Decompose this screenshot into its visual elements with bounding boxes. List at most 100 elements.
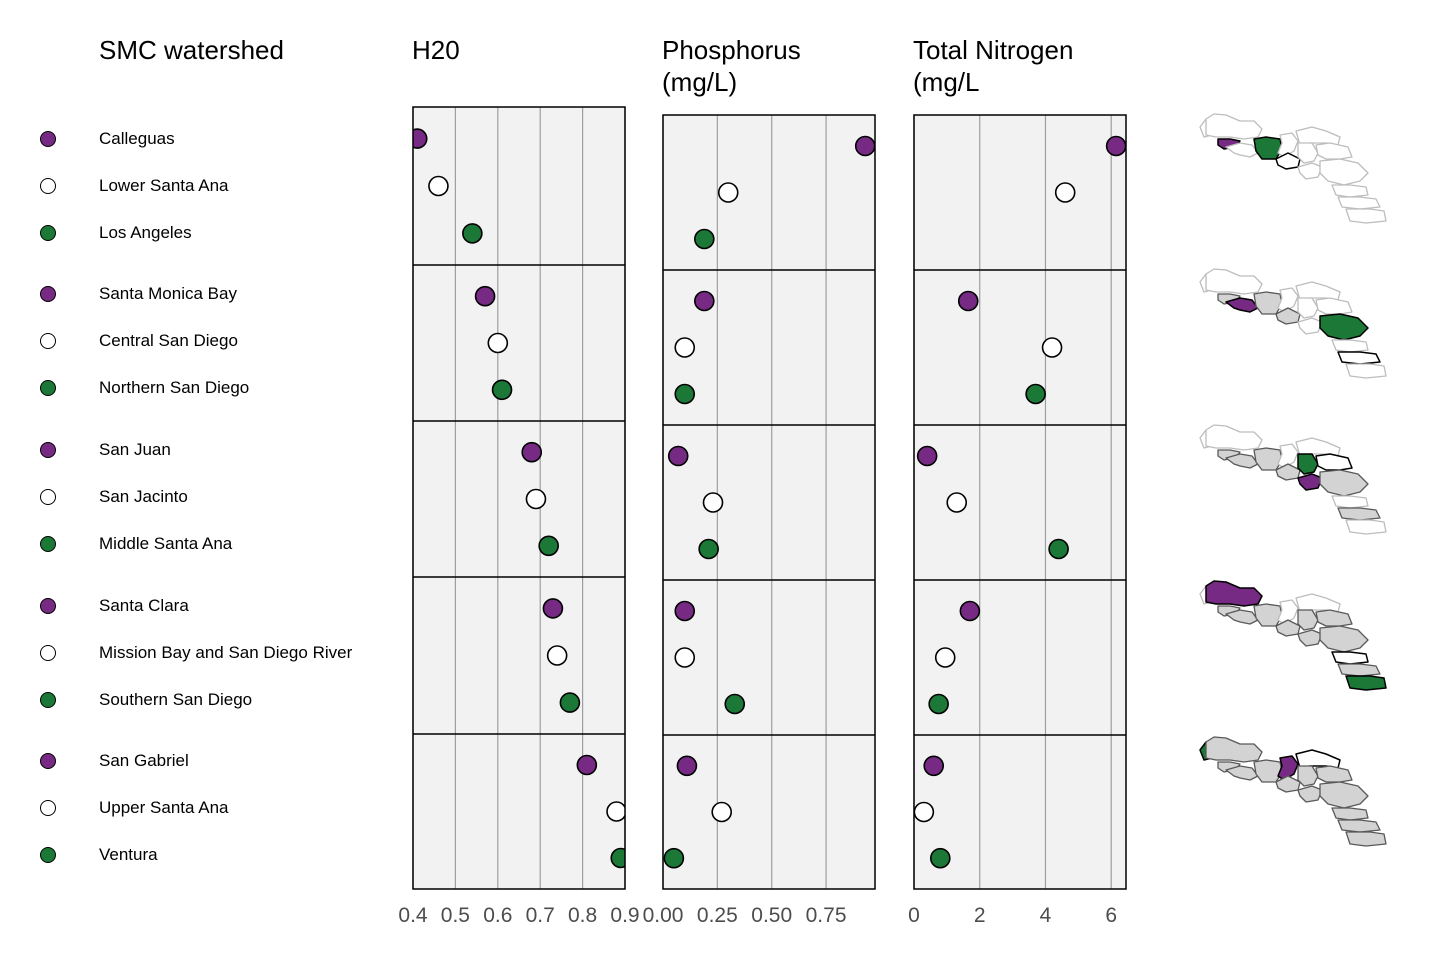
data-point bbox=[717, 182, 739, 203]
data-point bbox=[923, 755, 945, 777]
watershed-shape bbox=[1295, 126, 1341, 146]
watershed-shape bbox=[1225, 453, 1259, 469]
watershed-shape bbox=[1225, 609, 1259, 625]
x-tick-label: 0.9 bbox=[610, 904, 639, 927]
legend-label: Ventura bbox=[99, 845, 158, 864]
watershed-shape bbox=[1275, 775, 1301, 793]
data-point bbox=[674, 337, 696, 358]
x-tick-label: 0.50 bbox=[751, 904, 792, 927]
x-tick-label: 4 bbox=[1040, 904, 1052, 927]
watershed-shape bbox=[1337, 819, 1381, 833]
watershed-shape bbox=[1319, 781, 1369, 809]
data-point bbox=[546, 645, 568, 666]
legend-label: Middle Santa Ana bbox=[99, 534, 233, 553]
data-point bbox=[946, 492, 968, 513]
watershed-shape bbox=[1297, 629, 1323, 647]
watershed-shape bbox=[1297, 785, 1323, 803]
legend-marker bbox=[40, 333, 56, 349]
x-tick-label: 0.75 bbox=[806, 904, 847, 927]
watershed-shape bbox=[1225, 765, 1259, 781]
legend-marker bbox=[40, 753, 56, 769]
watershed-shape bbox=[1319, 469, 1369, 497]
data-point bbox=[928, 693, 949, 715]
data-point bbox=[1041, 337, 1063, 358]
data-point bbox=[610, 847, 625, 869]
x-tick-label: 0.00 bbox=[643, 904, 684, 927]
legend-item: San Gabriel bbox=[0, 747, 400, 777]
data-point bbox=[525, 488, 547, 510]
watershed-shape bbox=[1319, 313, 1369, 341]
data-point bbox=[674, 383, 696, 405]
legend-label: Calleguas bbox=[99, 129, 175, 148]
x-tick-label: 0.4 bbox=[398, 904, 428, 927]
watershed-mini-map bbox=[1199, 424, 1387, 535]
data-point bbox=[702, 492, 724, 513]
data-point bbox=[474, 285, 496, 307]
x-tick-label: 0.6 bbox=[483, 904, 512, 927]
legend-label: Upper Santa Ana bbox=[99, 798, 229, 817]
legend-label: Santa Monica Bay bbox=[99, 284, 237, 303]
watershed-shape bbox=[1205, 424, 1263, 451]
watershed-shape bbox=[1337, 507, 1381, 521]
watershed-shape bbox=[1205, 113, 1263, 140]
h20-panel-title: H20 bbox=[412, 35, 460, 65]
data-point bbox=[674, 600, 696, 622]
watershed-shape bbox=[1205, 268, 1263, 295]
data-point bbox=[959, 600, 981, 622]
watershed-shape bbox=[1345, 519, 1387, 535]
watershed-mini-map bbox=[1199, 580, 1387, 691]
watershed-shape bbox=[1315, 609, 1353, 627]
watershed-shape bbox=[1345, 675, 1387, 691]
watershed-shape bbox=[1295, 749, 1341, 769]
data-point bbox=[487, 332, 509, 354]
watershed-shape bbox=[1297, 473, 1323, 491]
data-point bbox=[854, 135, 875, 157]
watershed-shape bbox=[1297, 453, 1319, 475]
watershed-shape bbox=[1315, 297, 1353, 315]
data-point bbox=[559, 692, 581, 713]
watershed-shape bbox=[1331, 495, 1369, 509]
watershed-shape bbox=[1297, 609, 1319, 631]
data-point bbox=[413, 128, 428, 149]
legend-label: Central San Diego bbox=[99, 331, 238, 350]
watershed-shape bbox=[1319, 625, 1369, 653]
panel-background bbox=[914, 115, 1126, 889]
legend-label: Mission Bay and San Diego River bbox=[99, 643, 353, 662]
legend-marker bbox=[40, 598, 56, 614]
watershed-mini-map bbox=[1199, 268, 1387, 379]
data-point bbox=[694, 290, 715, 312]
legend-marker bbox=[40, 225, 56, 241]
legend-item: Northern San Diego bbox=[0, 374, 400, 404]
legend-label: Northern San Diego bbox=[99, 378, 250, 397]
legend-marker bbox=[40, 800, 56, 816]
legend-item: San Juan bbox=[0, 436, 400, 466]
legend-label: San Gabriel bbox=[99, 751, 189, 770]
watershed-shape bbox=[1253, 291, 1283, 315]
legend-marker bbox=[40, 442, 56, 458]
watershed-shape bbox=[1297, 142, 1319, 164]
legend-label: San Jacinto bbox=[99, 487, 188, 506]
legend-item: Santa Clara bbox=[0, 592, 400, 622]
watershed-shape bbox=[1205, 736, 1263, 763]
watershed-shape bbox=[1315, 765, 1353, 783]
watershed-shape bbox=[1205, 580, 1263, 607]
data-point bbox=[491, 379, 513, 401]
legend-marker bbox=[40, 692, 56, 708]
watershed-shape bbox=[1337, 196, 1381, 210]
watershed-shape bbox=[1253, 447, 1283, 471]
watershed-shape bbox=[1225, 142, 1259, 158]
data-point bbox=[667, 445, 689, 467]
legend-item: Mission Bay and San Diego River bbox=[0, 639, 400, 669]
watershed-shape bbox=[1337, 351, 1381, 365]
legend-item: Central San Diego bbox=[0, 327, 400, 357]
x-tick-label: 6 bbox=[1105, 904, 1117, 927]
data-point bbox=[521, 441, 543, 463]
legend-marker bbox=[40, 131, 56, 147]
data-point bbox=[576, 754, 598, 776]
watershed-shape bbox=[1253, 603, 1283, 627]
watershed-shape bbox=[1319, 158, 1369, 186]
watershed-shape bbox=[1345, 831, 1387, 847]
watershed-shape bbox=[1315, 142, 1353, 160]
watershed-shape bbox=[1345, 363, 1387, 379]
